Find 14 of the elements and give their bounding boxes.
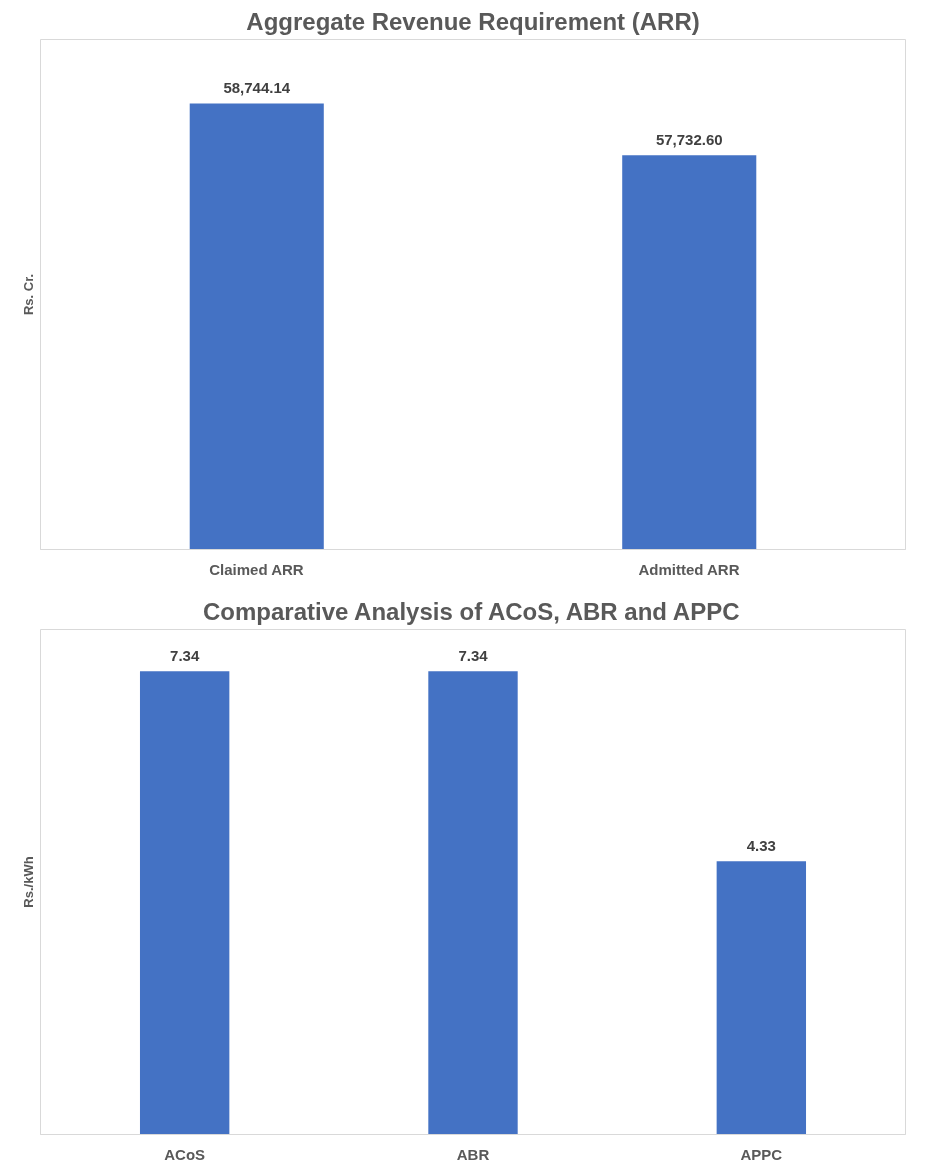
y-axis-title: Rs./kWh xyxy=(20,856,36,908)
data-label: 4.33 xyxy=(746,837,776,855)
x-tick-label: Claimed ARR xyxy=(209,560,304,578)
y-axis-title: Rs. Cr. xyxy=(20,273,36,316)
data-label: 58,744.14 xyxy=(223,79,291,97)
chart-title: Comparative Analysis of ACoS, ABR and APPC xyxy=(202,597,740,625)
x-tick-label: Admitted ARR xyxy=(638,560,740,578)
data-label: 7.34 xyxy=(458,647,489,665)
x-tick-label: ACoS xyxy=(164,1145,206,1163)
data-label: 7.34 xyxy=(170,647,200,665)
data-label: 57,732.60 xyxy=(655,130,723,148)
chart-title: Aggregate Revenue Requirement (ARR) xyxy=(246,7,700,35)
x-tick-label: APPC xyxy=(740,1145,783,1163)
x-tick-label: ABR xyxy=(456,1145,490,1163)
